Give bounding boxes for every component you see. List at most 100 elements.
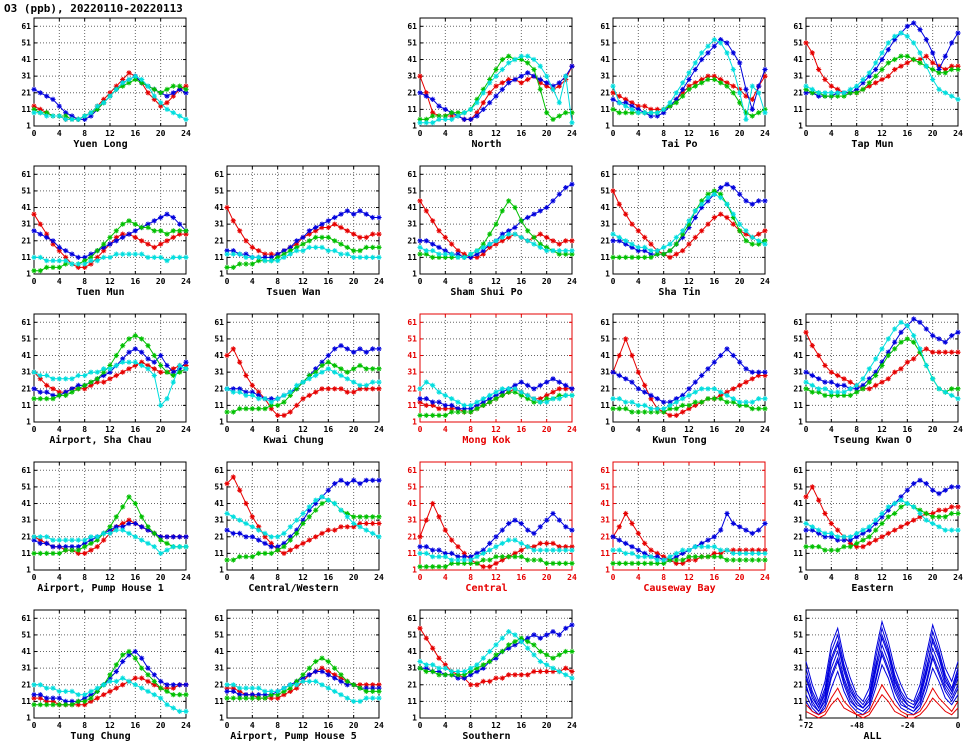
- series-red-day1: [224, 346, 382, 418]
- x-tick-label: 8: [854, 129, 859, 138]
- y-tick-label: 51: [793, 38, 803, 47]
- series-cyan-day4: [803, 497, 961, 540]
- y-tick-label: 51: [21, 630, 31, 639]
- x-tick-label: 4: [250, 573, 255, 582]
- x-tick-label: 0: [956, 721, 961, 730]
- y-tick-label: 41: [21, 647, 31, 656]
- series-blue-day2: [417, 510, 575, 560]
- x-tick-label: 20: [156, 129, 166, 138]
- series-cyan-day4: [31, 251, 189, 267]
- y-tick-label: 1: [219, 418, 224, 427]
- x-tick-label: 4: [829, 129, 834, 138]
- x-tick-label: 8: [82, 573, 87, 582]
- x-tick-label: 24: [953, 573, 963, 582]
- x-tick-label: 0: [418, 721, 423, 730]
- series-cyan-day4: [610, 386, 768, 412]
- chart-title: Yuen Long: [73, 139, 128, 150]
- x-tick-label: 24: [181, 277, 191, 286]
- x-tick-label: 20: [928, 573, 938, 582]
- y-tick-label: 11: [793, 401, 803, 410]
- x-tick-label: 24: [953, 129, 963, 138]
- y-tick-label: 21: [600, 236, 610, 245]
- chart-kwun-tong: 1 11 21 31 41 51 61 0 4 8 12 16 20 24 Kwun Tong: [589, 310, 770, 446]
- y-tick-label: 61: [21, 318, 31, 327]
- y-tick-label: 41: [407, 351, 417, 360]
- y-tick-label: 1: [26, 122, 31, 131]
- x-tick-label: 8: [468, 277, 473, 286]
- x-tick-label: 8: [468, 129, 473, 138]
- chart-airport-pump-house-5: 1 11 21 31 41 51 61 0 4 8 12 16 20 24 Airport, Pump Ho…: [203, 606, 384, 742]
- x-tick-label: 16: [517, 277, 527, 286]
- x-tick-label: 4: [250, 277, 255, 286]
- chart-title: Tseung Kwan O: [833, 435, 912, 446]
- axes-box: [33, 165, 187, 275]
- y-tick-label: 11: [600, 105, 610, 114]
- y-tick-label: 61: [600, 466, 610, 475]
- series-cyan-day4: [803, 30, 961, 102]
- x-tick-label: 16: [517, 129, 527, 138]
- series-green-day3: [610, 396, 768, 415]
- x-tick-label: 4: [250, 721, 255, 730]
- x-tick-label: -72: [799, 721, 814, 730]
- y-tick-label: 1: [605, 270, 610, 279]
- x-tick-label: 24: [760, 129, 770, 138]
- y-tick-label: 1: [26, 418, 31, 427]
- x-tick-label: 24: [374, 277, 384, 286]
- x-tick-label: 24: [567, 425, 577, 434]
- x-tick-label: 20: [156, 573, 166, 582]
- y-tick-label: 21: [600, 88, 610, 97]
- x-tick-label: 24: [181, 425, 191, 434]
- axes-box: [805, 609, 959, 719]
- x-tick-label: 0: [225, 425, 230, 434]
- y-tick-label: 11: [21, 549, 31, 558]
- series-blue-day2: [610, 37, 768, 119]
- x-tick-label: 20: [349, 721, 359, 730]
- axes-box: [612, 165, 766, 275]
- y-tick-label: 11: [793, 549, 803, 558]
- series-green-day3: [610, 554, 768, 566]
- y-tick-label: 51: [793, 482, 803, 491]
- x-tick-label: 4: [443, 129, 448, 138]
- x-tick-label: -48: [849, 721, 864, 730]
- y-tick-label: 41: [214, 647, 224, 656]
- x-tick-label: 0: [32, 721, 37, 730]
- axes-box: [612, 461, 766, 571]
- y-tick-label: 11: [214, 401, 224, 410]
- chart-title: Airport, Pump House 1: [37, 583, 164, 594]
- x-tick-label: 4: [636, 425, 641, 434]
- series-red-station-10: [805, 683, 959, 716]
- chart-title: Kwai Chung: [263, 435, 324, 446]
- series-cyan-day4: [224, 678, 382, 704]
- x-tick-label: 20: [735, 129, 745, 138]
- y-tick-label: 1: [412, 418, 417, 427]
- y-tick-label: 21: [21, 88, 31, 97]
- x-tick-label: 20: [928, 425, 938, 434]
- y-tick-label: 21: [407, 532, 417, 541]
- x-tick-label: 4: [443, 425, 448, 434]
- y-tick-label: 51: [214, 334, 224, 343]
- y-tick-label: 41: [407, 55, 417, 64]
- y-tick-label: 61: [21, 22, 31, 31]
- y-tick-label: 41: [214, 499, 224, 508]
- chart-sha-tin: 1 11 21 31 41 51 61 0 4 8 12 16 20 24 Sha Tin: [589, 162, 770, 298]
- series-green-day3: [31, 218, 189, 274]
- x-tick-label: 20: [156, 277, 166, 286]
- x-tick-label: 12: [298, 721, 308, 730]
- y-tick-label: 21: [407, 384, 417, 393]
- chart-all: 1 11 21 31 41 51 61 -72 -48 -24 0 ALL: [782, 606, 963, 742]
- y-tick-label: 11: [793, 105, 803, 114]
- y-tick-label: 31: [793, 368, 803, 377]
- y-tick-label: 51: [407, 482, 417, 491]
- x-tick-label: 24: [567, 277, 577, 286]
- x-tick-label: 12: [105, 573, 115, 582]
- x-tick-label: 20: [349, 277, 359, 286]
- y-tick-label: 11: [21, 253, 31, 262]
- y-tick-label: 31: [600, 516, 610, 525]
- x-tick-label: 0: [225, 573, 230, 582]
- series-blue-day2: [31, 211, 189, 260]
- x-tick-label: 24: [760, 573, 770, 582]
